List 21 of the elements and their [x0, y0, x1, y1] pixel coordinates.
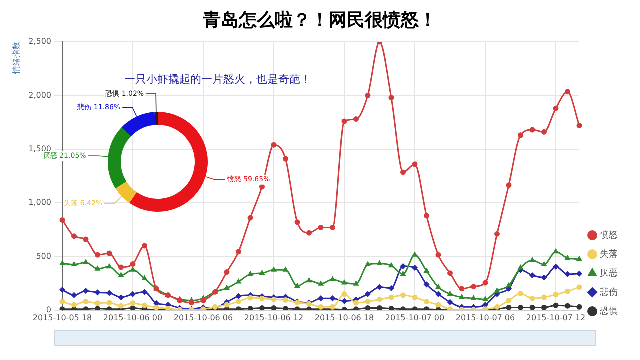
y-tick-label: 500	[36, 252, 52, 261]
x-tick-label: 2015-10-06 00	[103, 313, 163, 322]
x-tick-label: 2015-10-06 12	[244, 313, 304, 322]
chart-title: 青岛怎么啦？！网民很愤怒！	[202, 9, 438, 33]
x-tick-label: 2015-10-05 18	[32, 313, 92, 322]
annotation: 一只小虾撬起的一片怒火，也是奇葩！	[124, 72, 312, 86]
legend-label: 悲伤	[599, 286, 618, 298]
x-tick-label: 2015-10-06 18	[314, 313, 374, 322]
legend-label: 厌恶	[600, 268, 618, 279]
y-tick-label: 2,500	[28, 37, 52, 46]
y-tick-label: 1,000	[28, 198, 52, 208]
legend-label: 恐惧	[599, 306, 618, 317]
legend-label: 失落	[600, 248, 618, 260]
y-tick-label: 0	[46, 305, 52, 314]
x-tick-label: 2015-10-07 00	[385, 313, 445, 322]
x-tick-label: 2015-10-07 06	[456, 313, 516, 322]
x-tick-label: 2015-10-07 12	[526, 313, 586, 322]
y-tick-label: 2,000	[28, 90, 52, 100]
x-tick-label: 2015-10-06 06	[174, 313, 234, 322]
legend-label: 愤怒	[599, 230, 618, 241]
y-axis-title: 情绪指数	[12, 42, 21, 75]
